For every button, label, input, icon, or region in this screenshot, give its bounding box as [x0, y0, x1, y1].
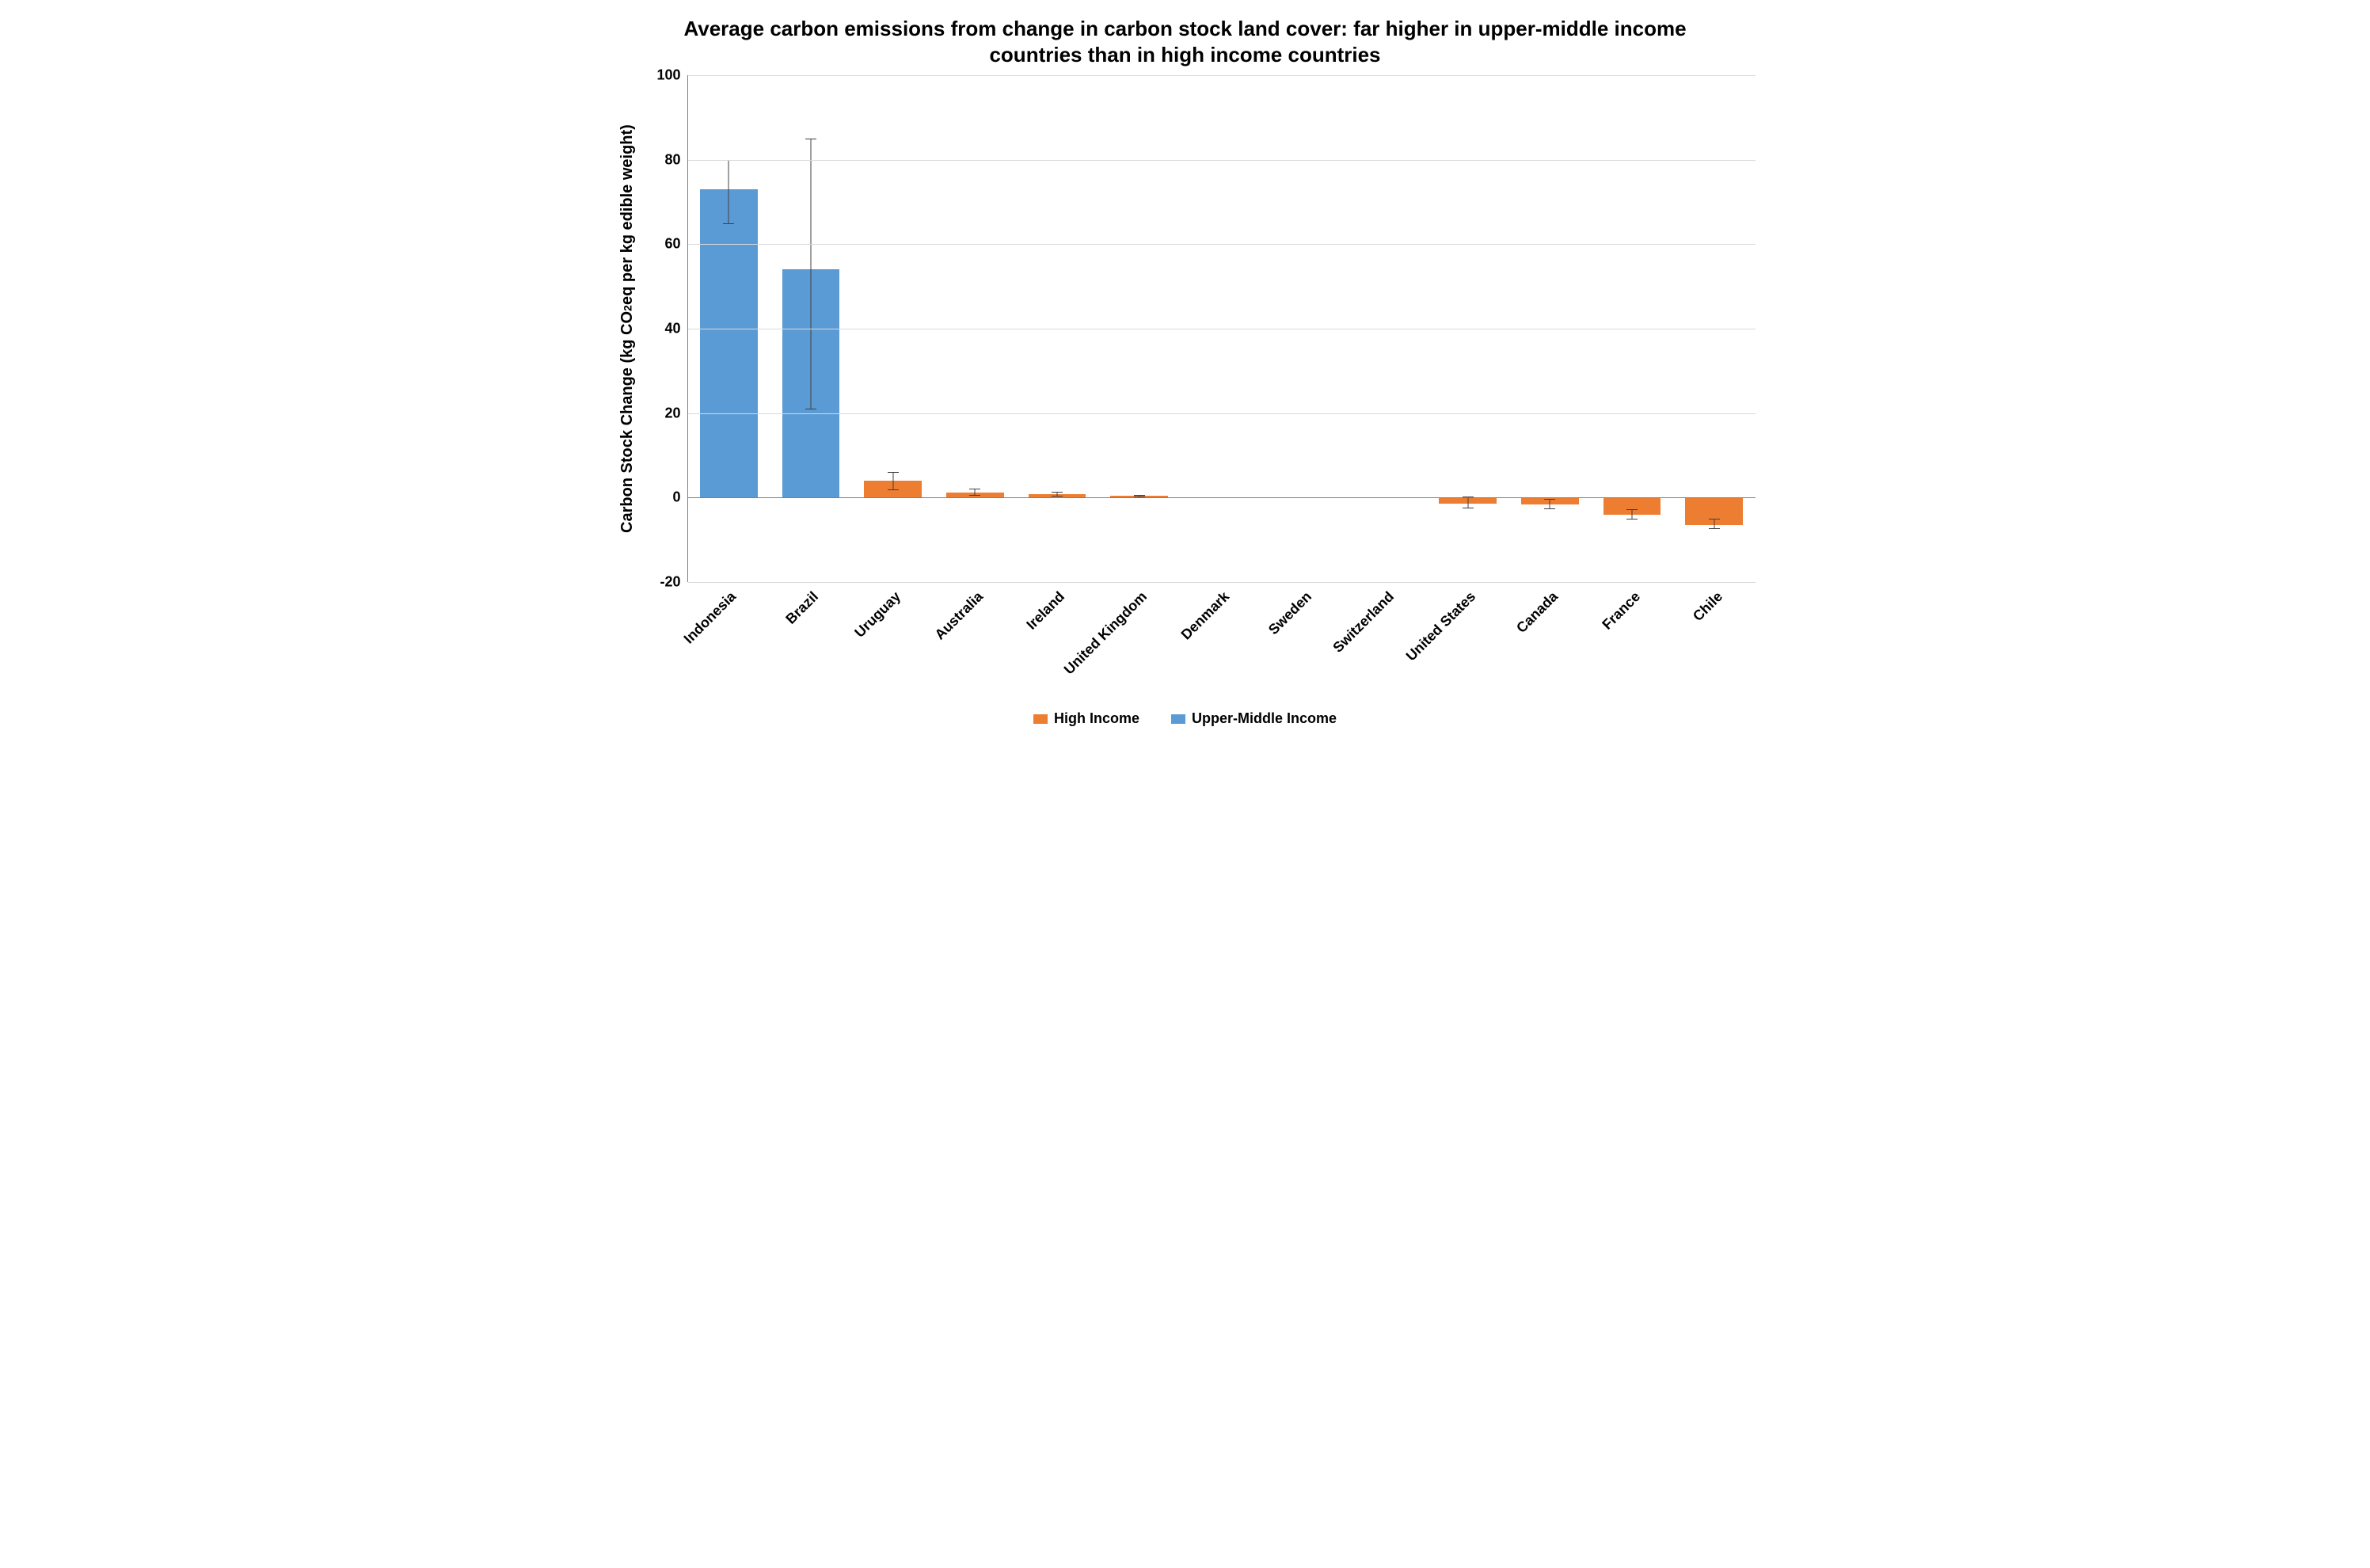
y-tick-label: 60	[664, 236, 680, 253]
x-tick-label: Brazil	[782, 588, 822, 628]
error-bar	[728, 160, 729, 223]
legend-swatch	[1033, 714, 1048, 724]
gridline	[688, 75, 1756, 76]
error-cap	[1544, 508, 1555, 509]
error-cap	[888, 472, 899, 473]
gridline	[688, 160, 1756, 161]
legend-swatch	[1171, 714, 1185, 724]
legend-item: High Income	[1033, 710, 1139, 727]
chart-title: Average carbon emissions from change in …	[663, 16, 1708, 67]
legend-label: High Income	[1054, 710, 1139, 727]
error-cap	[1052, 492, 1063, 493]
gridline	[688, 413, 1756, 414]
error-bar	[811, 139, 812, 409]
x-tick-label: Denmark	[1177, 588, 1232, 643]
error-bar	[892, 472, 893, 489]
x-tick-label: Sweden	[1265, 588, 1315, 638]
error-cap	[1544, 499, 1555, 500]
error-bar	[1631, 509, 1632, 519]
legend-item: Upper-Middle Income	[1171, 710, 1337, 727]
x-tick-label: Australia	[931, 588, 986, 643]
x-axis-labels: IndonesiaBrazilUruguayAustraliaIrelandUn…	[687, 582, 1756, 701]
error-bar	[975, 489, 976, 496]
legend: High Income Upper-Middle Income	[615, 710, 1756, 727]
y-tick-label: 0	[672, 489, 680, 506]
y-tick-label: -20	[660, 574, 680, 591]
error-cap	[969, 495, 980, 496]
y-tick-label: 80	[664, 151, 680, 168]
x-tick-label: Uruguay	[851, 588, 903, 641]
zero-line	[688, 497, 1756, 498]
y-axis: -20020406080100	[640, 75, 687, 582]
x-tick-label: Canada	[1513, 588, 1562, 637]
y-axis-label: Carbon Stock Change (kg CO2 eq per kg ed…	[615, 75, 640, 582]
x-tick-label: France	[1599, 588, 1644, 634]
error-cap	[1709, 528, 1720, 529]
y-tick-label: 100	[656, 67, 680, 84]
error-cap	[888, 489, 899, 490]
y-tick-label: 40	[664, 321, 680, 337]
y-tick-label: 20	[664, 405, 680, 421]
error-cap	[723, 223, 734, 224]
legend-label: Upper-Middle Income	[1192, 710, 1337, 727]
error-cap	[1052, 496, 1063, 497]
plot-area	[687, 75, 1756, 582]
x-tick-label: Indonesia	[681, 588, 740, 647]
x-tick-label: Chile	[1689, 588, 1725, 625]
carbon-emissions-chart: Average carbon emissions from change in …	[615, 16, 1756, 727]
error-cap	[1134, 495, 1145, 496]
bar	[700, 189, 758, 497]
error-cap	[1626, 509, 1638, 510]
x-tick-label: Ireland	[1024, 588, 1069, 634]
gridline	[688, 244, 1756, 245]
